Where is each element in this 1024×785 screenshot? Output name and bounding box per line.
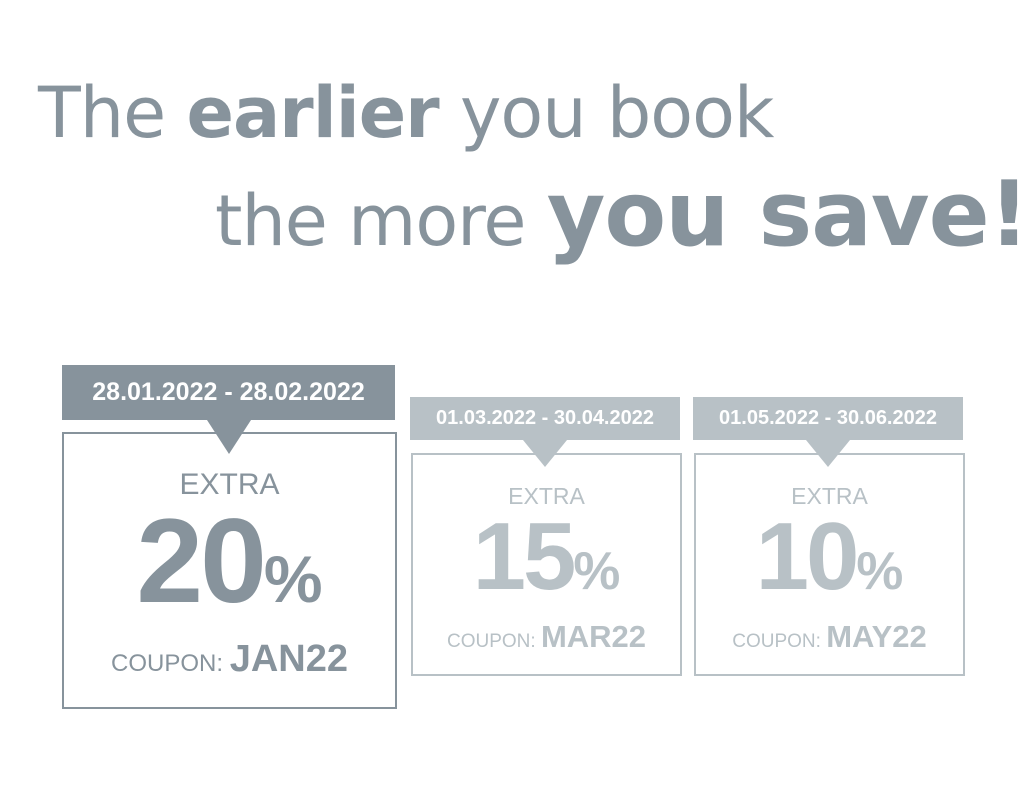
discount-value: 15% bbox=[413, 509, 680, 619]
extra-label: EXTRA bbox=[791, 483, 868, 509]
coupon: COUPON: MAY22 bbox=[732, 619, 927, 654]
offer-dates-1: 28.01.2022 - 28.02.2022 bbox=[62, 365, 395, 420]
value: 10 bbox=[755, 503, 860, 610]
extra-label: EXTRA bbox=[179, 468, 280, 501]
coupon-label: COUPON: bbox=[111, 650, 224, 677]
discount-value: 10% bbox=[696, 509, 963, 619]
text-bold: you save! bbox=[546, 162, 1024, 267]
headline-line-2: the more you save! bbox=[215, 162, 1024, 267]
text: the more bbox=[215, 180, 526, 262]
coupon: COUPON: JAN22 bbox=[111, 638, 348, 680]
text: The bbox=[38, 72, 166, 154]
extra-label: EXTRA bbox=[508, 483, 585, 509]
coupon-label: COUPON: bbox=[732, 631, 821, 652]
pointer bbox=[207, 420, 251, 454]
offer-card-2: EXTRA 15% COUPON: MAR22 bbox=[411, 453, 682, 676]
offer-dates-2: 01.03.2022 - 30.04.2022 bbox=[410, 397, 680, 440]
offer-dates-3: 01.05.2022 - 30.06.2022 bbox=[693, 397, 963, 440]
percent: % bbox=[573, 542, 621, 601]
coupon: COUPON: MAR22 bbox=[446, 619, 646, 654]
offer-card-3: EXTRA 10% COUPON: MAY22 bbox=[694, 453, 965, 676]
coupon-code: MAR22 bbox=[540, 619, 647, 654]
percent: % bbox=[856, 542, 904, 601]
coupon-code: JAN22 bbox=[229, 638, 348, 680]
coupon-label: COUPON: bbox=[446, 631, 536, 652]
offer-card-1: EXTRA 20% COUPON: JAN22 bbox=[62, 432, 397, 709]
percent: % bbox=[263, 542, 323, 616]
text-bold: earlier bbox=[186, 72, 439, 154]
value: 20 bbox=[136, 494, 266, 628]
headline-line-1: The earlier you book bbox=[38, 72, 774, 154]
coupon-code: MAY22 bbox=[826, 619, 927, 654]
pointer bbox=[806, 440, 850, 467]
text: you book bbox=[459, 72, 774, 154]
value: 15 bbox=[472, 503, 577, 610]
discount-value: 20% bbox=[64, 501, 395, 638]
pointer bbox=[523, 440, 567, 467]
